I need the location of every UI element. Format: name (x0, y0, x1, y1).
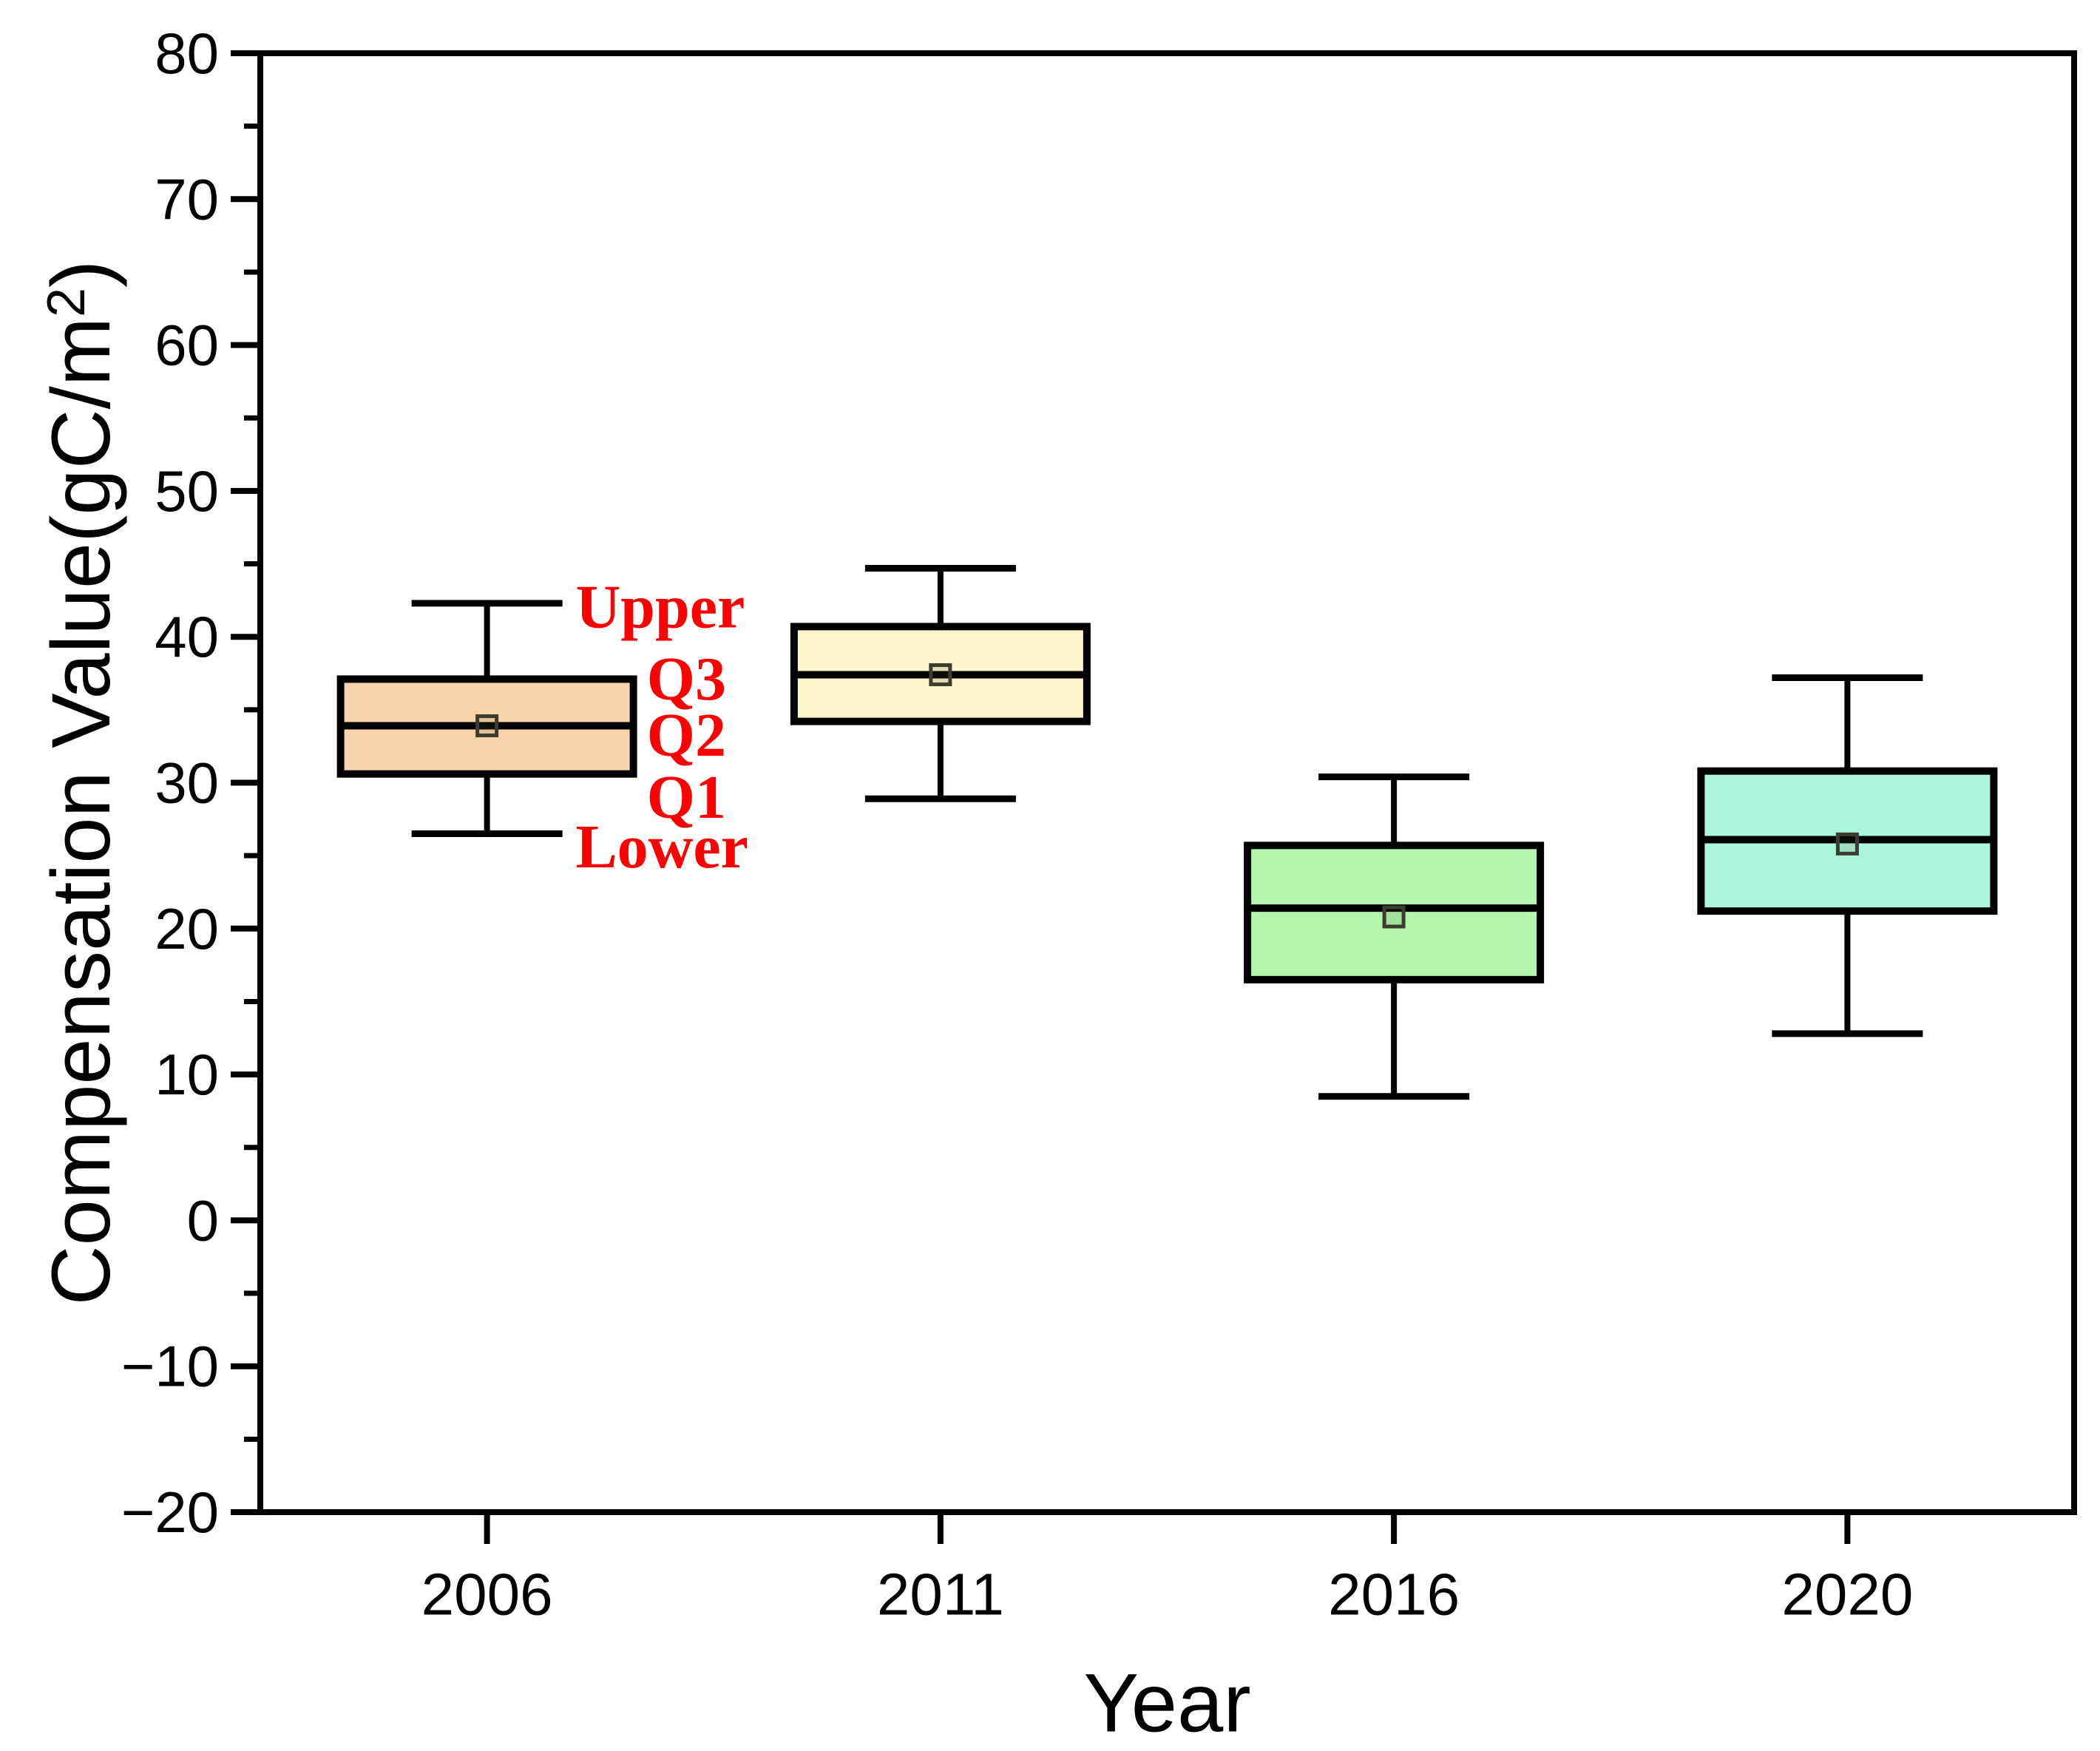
y-tick-label: −20 (121, 1480, 219, 1545)
annotation-q1: Q1 (647, 763, 726, 832)
y-axis-title: Compensation Value(gC/m2) (35, 260, 127, 1306)
x-tick-label-2011: 2011 (877, 1562, 1004, 1628)
annotation-lower: Lower (576, 813, 748, 881)
x-tick-label-2016: 2016 (1328, 1562, 1460, 1628)
y-tick-label: 40 (155, 604, 219, 669)
x-tick-label-2020: 2020 (1781, 1562, 1913, 1628)
y-tick-label: 10 (155, 1042, 219, 1107)
y-tick-label: 70 (155, 166, 219, 231)
annotation-q3: Q3 (647, 645, 726, 714)
mean-marker-2011 (929, 663, 952, 686)
mean-marker-2016 (1382, 905, 1406, 929)
y-tick-label: 60 (155, 313, 219, 378)
y-tick-label: 0 (187, 1188, 219, 1253)
box-2016 (1244, 841, 1545, 983)
mean-marker-2020 (1835, 832, 1859, 856)
box-group-2020 (1697, 674, 1998, 1037)
annotation-q2: Q2 (647, 701, 726, 770)
y-tick-label: −10 (121, 1334, 219, 1399)
box-group-2016 (1244, 773, 1545, 1100)
y-tick-label: 20 (155, 896, 219, 961)
x-tick-label-2006: 2006 (421, 1562, 553, 1628)
y-tick-label: 50 (155, 458, 219, 524)
x-axis-title: Year (1083, 1657, 1250, 1750)
y-tick-label: 80 (155, 21, 219, 86)
mean-marker-2006 (475, 714, 499, 738)
box-group-2006 (336, 600, 637, 838)
annotation-upper: Upper (576, 572, 745, 641)
plot-frame (257, 50, 2077, 1515)
y-tick-label: 30 (155, 751, 219, 816)
box-group-2011 (790, 564, 1091, 802)
